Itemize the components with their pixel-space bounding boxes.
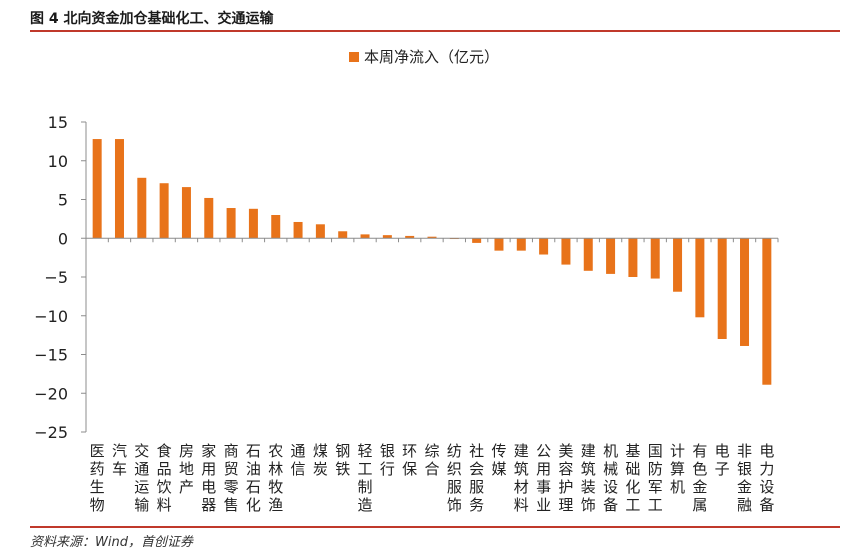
top-rule [30,30,840,32]
bar [472,238,482,243]
bar [92,139,102,239]
y-tick-label: 5 [58,191,68,210]
y-tick-label: −20 [34,384,68,403]
bar [405,235,415,239]
category-label: 汽车 [112,442,127,478]
bar [204,197,214,239]
bar [606,238,616,274]
bar [315,224,325,239]
bar [382,235,392,239]
category-label: 钢铁 [335,442,350,478]
bar [137,177,147,239]
bar [159,183,169,239]
category-label: 建筑材料 [514,442,529,514]
category-label: 医药生物 [90,442,105,514]
category-label: 石油石化 [246,442,261,514]
category-label: 建筑装饰 [581,442,596,514]
category-label: 国防军工 [648,442,663,514]
category-label: 电力设备 [759,442,774,514]
legend-swatch [349,52,359,62]
bar [114,139,124,239]
y-tick-label: 10 [48,152,68,171]
bar [360,234,370,239]
category-label: 银行 [380,442,395,478]
bottom-rule [30,526,840,528]
bar [673,238,683,292]
bar [583,238,593,271]
y-tick-label: 0 [58,229,68,248]
bar [181,187,191,239]
y-axis: 15 10 5 0 −5 −10 −15 −20 −25 [34,113,87,442]
bar [516,238,526,251]
category-label: 社会服务 [469,442,484,514]
y-tick-label: −15 [34,346,68,365]
y-tick-label: −25 [34,423,68,442]
figure-title: 图 4 北向资金加仓基础化工、交通运输 [30,11,274,27]
bar [427,236,437,239]
y-tick-label: 15 [48,113,68,132]
category-label: 传媒 [491,442,506,478]
bar [539,238,549,255]
category-label: 机械设备 [603,442,618,514]
bars [92,139,772,385]
category-label: 商贸零售 [224,442,239,514]
bar [248,208,258,239]
bar [494,238,504,251]
y-tick-label: −5 [44,268,68,287]
category-label: 综合 [424,442,439,478]
category-label: 农林牧渔 [268,442,283,514]
category-labels: 医药生物汽车交通运输食品饮料房地产家用电器商贸零售石油石化农林牧渔通信煤炭钢铁轻… [90,442,775,514]
category-label: 食品饮料 [157,442,172,514]
category-label: 公用事业 [536,442,551,514]
category-label: 轻工制造 [358,442,373,514]
bar [561,238,571,265]
category-label: 非银金融 [737,442,752,514]
category-label: 基础化工 [625,442,640,514]
bar [628,238,638,277]
bar [271,215,281,239]
y-tick-label: −10 [34,307,68,326]
bar [717,238,727,339]
category-label: 交通运输 [134,442,149,514]
bar [762,238,772,385]
category-label: 电子 [715,442,730,478]
x-axis [85,237,779,243]
bar [650,238,660,279]
legend-label: 本周净流入（亿元） [364,48,499,66]
bar [695,238,705,318]
category-label: 美容护理 [558,442,573,514]
bar [226,208,236,239]
bar [740,238,750,346]
category-label: 通信 [291,442,306,478]
category-label: 房地产 [179,442,194,496]
category-label: 计算机 [670,442,685,496]
category-label: 有色金属 [692,442,707,514]
category-label: 环保 [402,442,417,478]
category-label: 纺织服饰 [447,442,462,514]
bar [293,221,303,239]
legend: 本周净流入（亿元） [349,48,499,66]
category-label: 家用电器 [201,442,216,514]
category-label: 煤炭 [313,442,328,478]
bar [338,231,348,239]
